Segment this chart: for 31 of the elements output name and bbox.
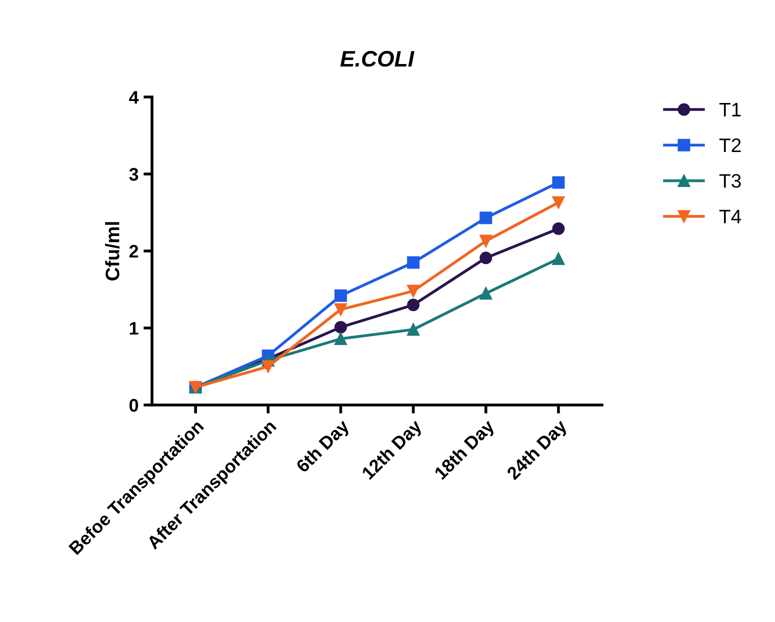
point	[480, 212, 492, 224]
legend-label: T4	[719, 210, 742, 224]
point	[407, 284, 420, 298]
y-tick-label: 0	[129, 398, 138, 412]
point	[480, 287, 492, 300]
point	[262, 360, 274, 373]
point	[334, 303, 347, 316]
legend-label: T2	[719, 138, 741, 152]
point	[407, 256, 420, 269]
x-tick-label: 12th Day	[360, 418, 426, 483]
y-tick-label: 2	[129, 244, 138, 258]
point	[480, 234, 492, 248]
point	[407, 298, 420, 312]
point	[552, 196, 565, 209]
point	[334, 289, 347, 302]
y-axis-title: Cfu/ml	[105, 222, 120, 280]
point	[552, 252, 565, 265]
x-tick-label: 18th Day	[433, 418, 498, 483]
legend-label: T3	[719, 174, 741, 188]
legend-label: T1	[719, 102, 741, 116]
y-tick-label: 3	[129, 168, 138, 181]
point	[552, 222, 565, 235]
point	[407, 323, 420, 336]
point	[552, 176, 565, 189]
point	[334, 332, 347, 346]
y-tick-label: 4	[129, 91, 139, 104]
point	[334, 320, 347, 334]
y-tick-label: 1	[130, 322, 138, 335]
chart-title: E.COLI	[340, 50, 414, 67]
point	[480, 252, 492, 264]
x-tick-label: 6th Day	[295, 418, 353, 476]
